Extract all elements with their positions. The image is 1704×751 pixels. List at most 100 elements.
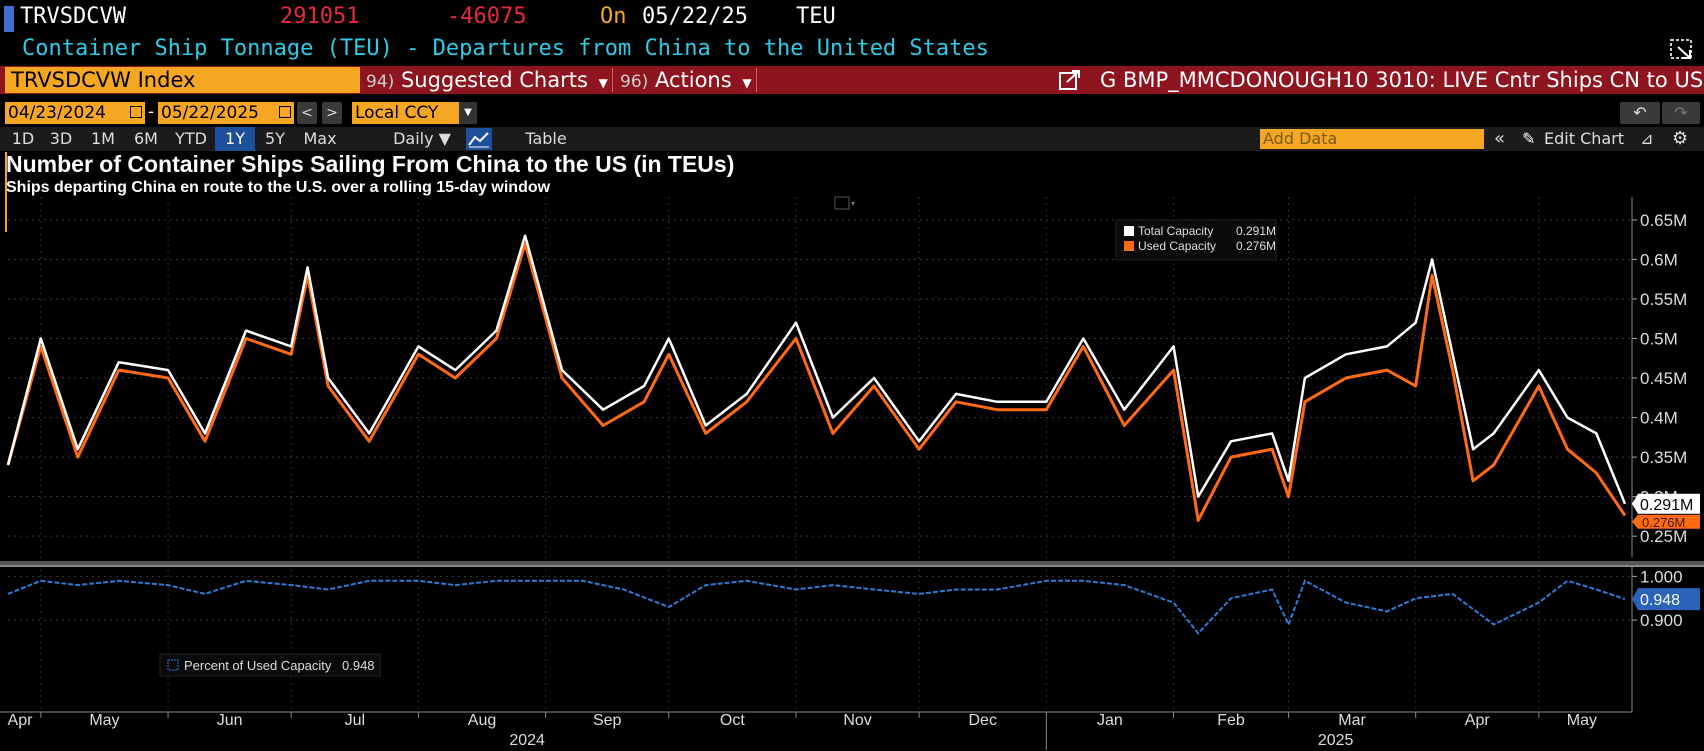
- y-axis-upper: 0.65M0.6M0.55M0.5M0.45M0.4M0.35M0.3M0.25…: [1631, 197, 1687, 557]
- year-label: 2024: [509, 732, 545, 749]
- ticker-bar: TRVSDCVW 291051 -46075 On 05/22/25 TEU: [0, 0, 1704, 36]
- redo-icon: ↷: [1674, 103, 1688, 122]
- legend-label: Total Capacity: [1138, 224, 1213, 238]
- undo-button[interactable]: ↶: [1620, 102, 1660, 124]
- security-description: Container Ship Tonnage (TEU) - Departure…: [22, 36, 989, 61]
- y-tick-label: 1.000: [1640, 567, 1683, 586]
- timeframe-1m[interactable]: 1M: [91, 129, 115, 148]
- redo-button[interactable]: ↷: [1662, 102, 1700, 124]
- suggested-charts-button[interactable]: 94) Suggested Charts ▼: [366, 66, 608, 94]
- main-toolbar: TRVSDCVW Index 94) Suggested Charts ▼ 96…: [0, 66, 1704, 94]
- chart-type-button[interactable]: [466, 128, 492, 150]
- timeframe-6m[interactable]: 6M: [134, 129, 158, 148]
- legend-upper: Total Capacity 0.291M Used Capacity 0.276M: [1115, 219, 1277, 261]
- legend-label: Used Capacity: [1138, 239, 1216, 253]
- used-capacity-line: [6, 242, 1627, 522]
- y-tick-label: 0.35M: [1640, 448, 1687, 467]
- dropdown-arrow-icon: ▼: [459, 102, 477, 124]
- last-value-tag: [1632, 493, 1700, 514]
- actions-button[interactable]: 96) Actions ▼: [620, 66, 752, 94]
- timeframe-3d[interactable]: 3D: [49, 129, 73, 148]
- table-button[interactable]: Table: [525, 129, 567, 148]
- y-tick-label: 0.4M: [1640, 409, 1678, 428]
- y-tick-label: 0.900: [1640, 611, 1683, 630]
- security-field-text: TRVSDCVW Index: [11, 68, 196, 92]
- legend-swatch: [1124, 241, 1134, 251]
- periodicity-select[interactable]: Daily ▼: [393, 129, 451, 148]
- timeframe-bar: 1D 3D 1M 6M YTD 1Y 5Y Max Daily ▼ Table Add Dat…: [0, 127, 1704, 151]
- end-date-input[interactable]: 05/22/2025: [158, 102, 294, 124]
- currency-select[interactable]: Local CCY ▼: [352, 102, 477, 124]
- previous-period-button[interactable]: <: [297, 102, 317, 124]
- panel-separator[interactable]: [0, 561, 1704, 567]
- unit-label: TEU: [796, 4, 836, 29]
- next-period-button[interactable]: >: [322, 102, 342, 124]
- last-value-tag: [1632, 588, 1700, 611]
- timeframe-1y[interactable]: 1Y: [215, 127, 255, 151]
- chart-settings-icon[interactable]: ⊿: [1640, 129, 1654, 148]
- currency-select-value: Local CCY: [355, 103, 439, 123]
- undo-icon: ↶: [1633, 103, 1647, 122]
- y-tick-label: 0.55M: [1640, 290, 1687, 309]
- x-axis: Apr May Jun Jul Aug Sep Oct Nov Dec Jan Feb Mar Apr M…: [0, 711, 1632, 750]
- suggested-charts-label: Suggested Charts: [400, 68, 588, 92]
- ticker-marker: [4, 6, 14, 32]
- last-value: 291051: [280, 4, 360, 29]
- legend-lower: Percent of Used Capacity 0.948: [159, 653, 381, 677]
- timeframe-ytd[interactable]: YTD: [175, 129, 207, 148]
- x-tick-label: Jan: [1097, 712, 1123, 729]
- last-value-label: 0.948: [1640, 592, 1680, 609]
- security-field[interactable]: TRVSDCVW Index: [5, 67, 360, 93]
- grid-lines: [8, 197, 1632, 712]
- external-link-icon[interactable]: [1058, 69, 1082, 91]
- calendar-icon[interactable]: [279, 106, 291, 118]
- edit-chart-button[interactable]: Edit Chart: [1544, 129, 1625, 148]
- year-label: 2025: [1318, 732, 1354, 749]
- gear-icon[interactable]: ⚙: [1672, 128, 1689, 149]
- x-tick-label: Sep: [593, 712, 622, 729]
- date-range-bar: 04/23/2024 - 05/22/2025 < > Local CCY ▼ …: [0, 100, 1704, 126]
- x-tick-label: Apr: [8, 712, 34, 729]
- x-tick-label: Oct: [720, 712, 745, 729]
- legend-value: 0.948: [342, 658, 375, 673]
- legend-box: [1115, 219, 1277, 261]
- y-tick-label: 0.5M: [1640, 330, 1678, 349]
- chart-link[interactable]: G BMP_MMCDONOUGH10 3010: LIVE Cntr Ships…: [1100, 68, 1704, 92]
- calendar-icon[interactable]: [130, 106, 142, 118]
- y-axis-lower: 1.000 0.900: [1631, 567, 1683, 712]
- x-tick-label: Mar: [1338, 712, 1366, 729]
- add-data-input[interactable]: Add Data: [1260, 129, 1484, 149]
- chevron-down-icon: ▼: [598, 76, 608, 90]
- legend-swatch: [1124, 226, 1134, 236]
- suggested-charts-number: 94): [366, 72, 395, 92]
- timeframe-5y[interactable]: 5Y: [265, 129, 285, 148]
- end-date-text: 05/22/2025: [161, 103, 259, 123]
- legend-value: 0.276M: [1236, 239, 1276, 253]
- collapse-icon[interactable]: «: [1494, 128, 1506, 149]
- chevron-left-icon: <: [301, 105, 313, 121]
- last-value-label: 0.291M: [1640, 497, 1693, 514]
- tooltip-toggle-icon[interactable]: ▾: [834, 196, 855, 210]
- chart-area: Number of Container Ships Sailing From C…: [0, 152, 1704, 750]
- popout-icon[interactable]: [1668, 36, 1696, 62]
- legend-box: [159, 653, 381, 677]
- x-tick-label: Apr: [1465, 712, 1491, 729]
- x-tick-label: Nov: [843, 712, 871, 729]
- legend-value: 0.291M: [1236, 224, 1276, 238]
- start-date-input[interactable]: 04/23/2024: [5, 102, 145, 124]
- x-tick-label: Feb: [1217, 712, 1245, 729]
- on-label: On: [600, 4, 627, 29]
- timeframe-max[interactable]: Max: [303, 129, 337, 148]
- x-tick-label: May: [89, 712, 119, 729]
- x-tick-label: Aug: [468, 712, 496, 729]
- date-separator: -: [148, 102, 155, 122]
- chart-subtitle: Ships departing China en route to the U.…: [6, 179, 551, 196]
- toolbar-divider: [756, 68, 757, 92]
- pencil-icon[interactable]: ✎: [1522, 129, 1536, 148]
- legend-label: Percent of Used Capacity: [184, 658, 332, 673]
- y-tick-label: 0.6M: [1640, 250, 1678, 269]
- upper-panel-series: [6, 234, 1627, 522]
- description-bar: Container Ship Tonnage (TEU) - Departure…: [0, 34, 1704, 64]
- timeframe-1d[interactable]: 1D: [11, 129, 35, 148]
